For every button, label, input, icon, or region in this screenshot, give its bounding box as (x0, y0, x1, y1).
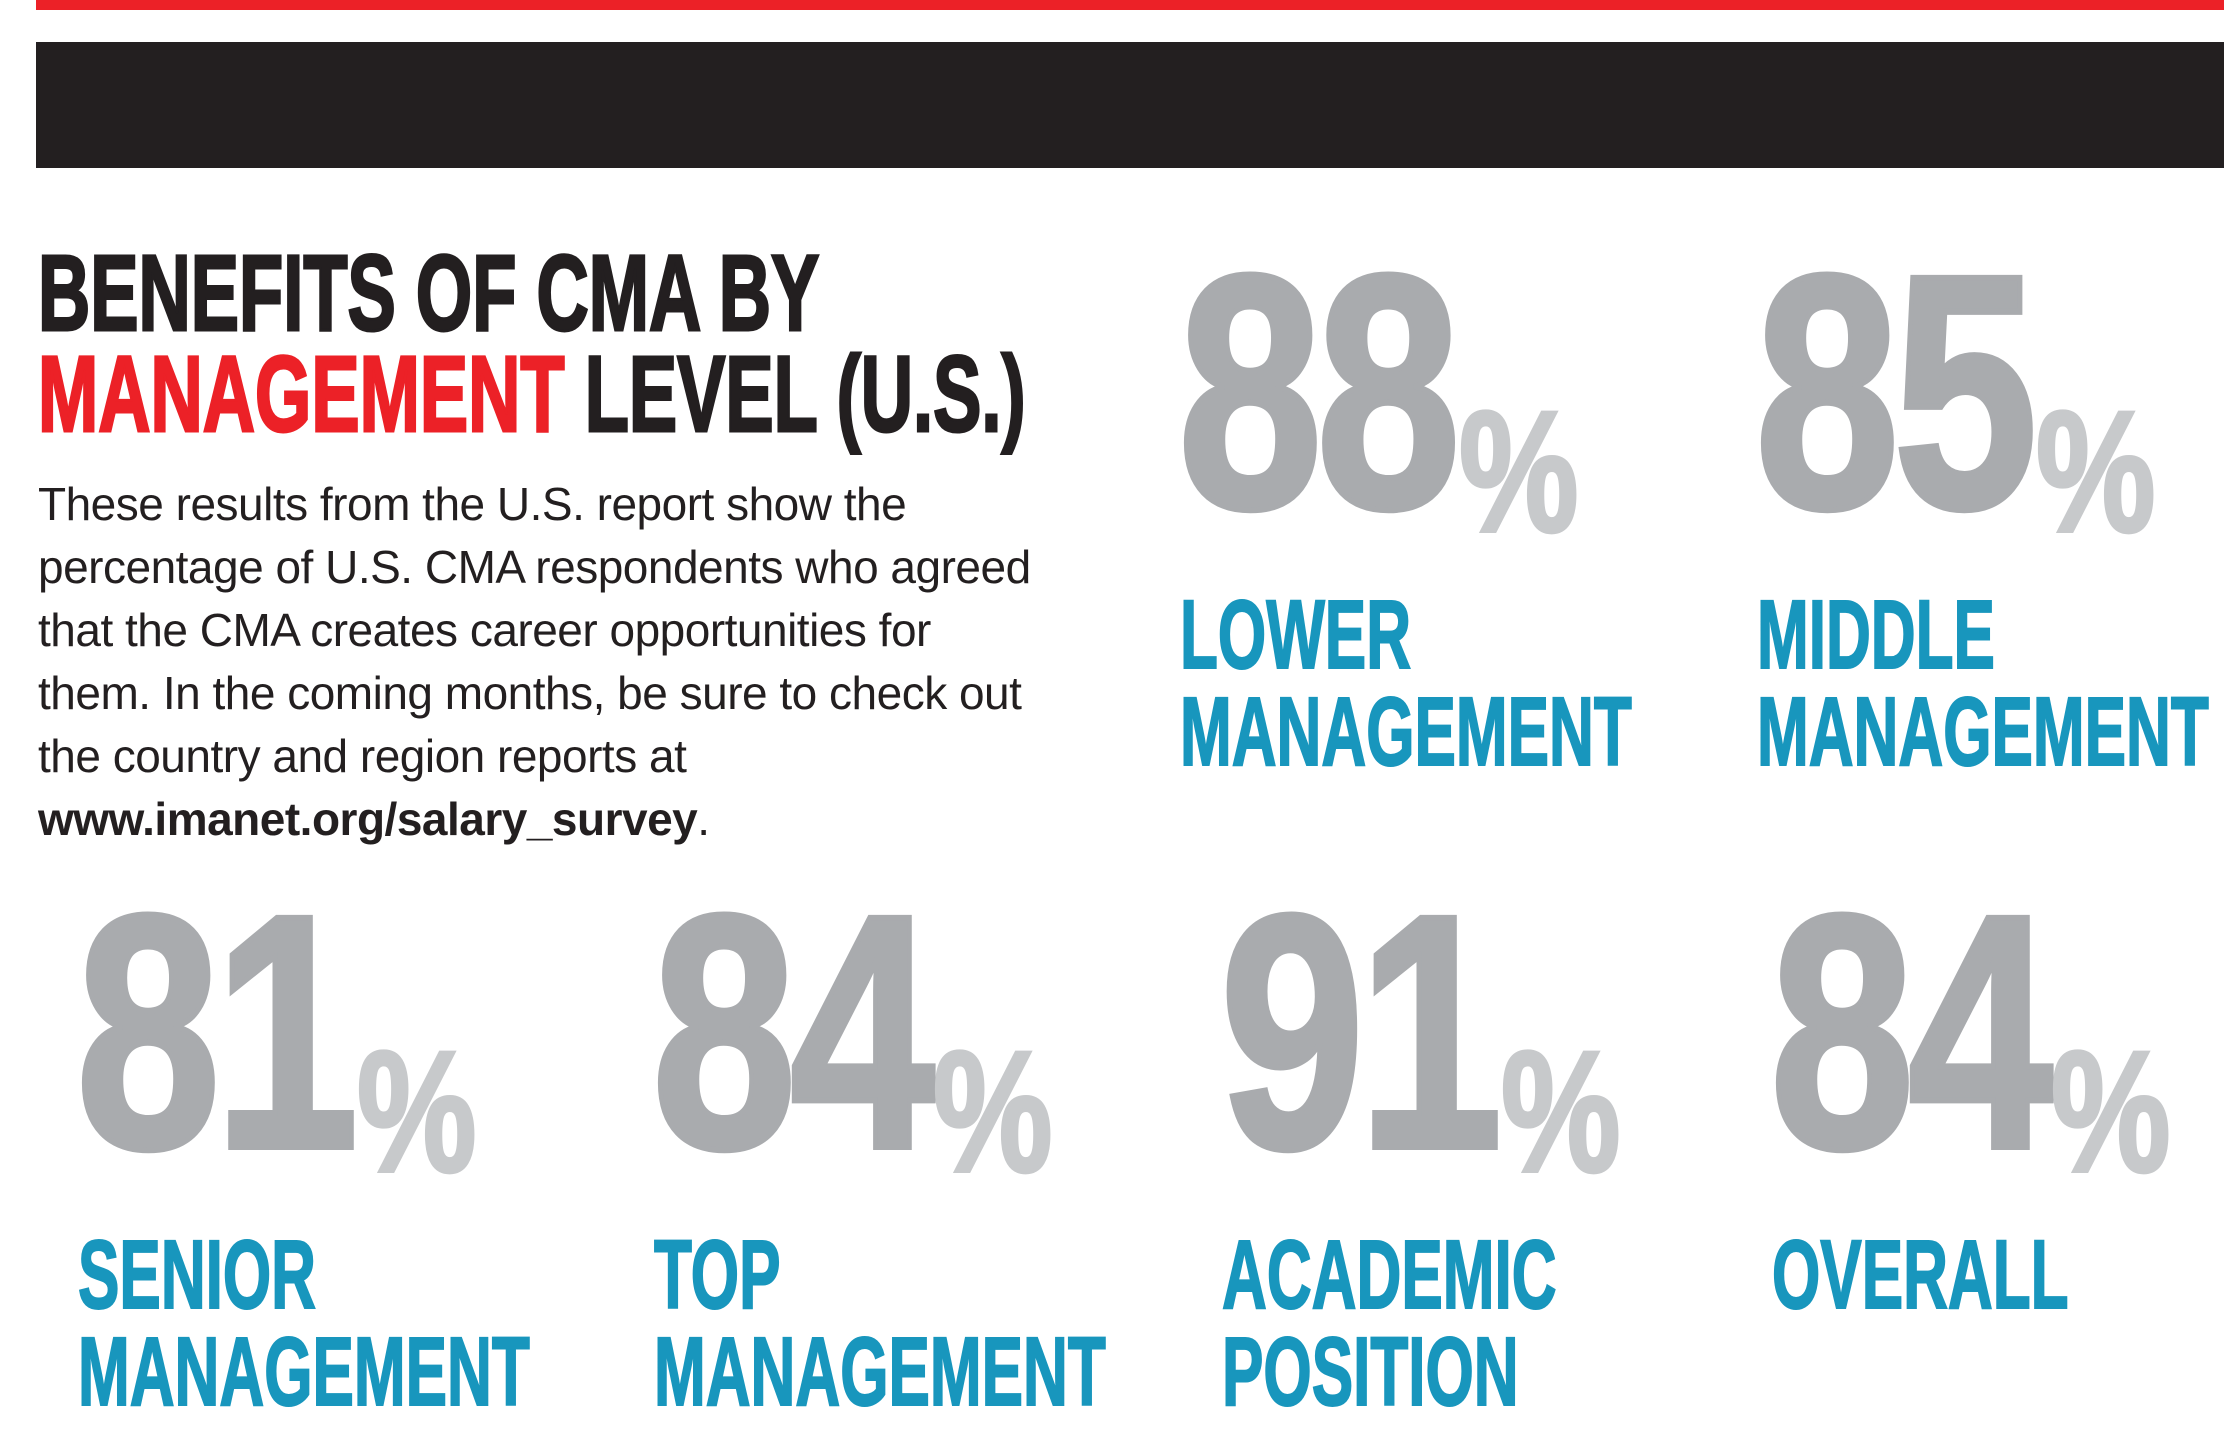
stat-value-digits: 84 (650, 846, 937, 1218)
percent-sign: % (1458, 374, 1580, 570)
stat-label-line1: ACADEMIC (1221, 1220, 1557, 1329)
stat-top-management: 84% TOP MANAGEMENT (650, 863, 1360, 1426)
survey-url-text: www.imanet.org/salary_survey (38, 793, 698, 845)
stat-value-digits: 81 (74, 846, 361, 1218)
percent-sign: % (2035, 374, 2157, 570)
stat-middle-management: 85% MIDDLE MANAGEMENT (1753, 223, 2224, 786)
intro-paragraph: These results from the U.S. report show … (38, 473, 1168, 851)
stat-label-line2: POSITION (1221, 1317, 1519, 1426)
page-title: BENEFITS OF CMA BY MANAGEMENT LEVEL (U.S… (37, 232, 1027, 449)
stat-label-line1: LOWER (1179, 580, 1412, 689)
stat-label: ACADEMIC POSITION (1221, 1220, 1557, 1426)
stat-label-line2: MANAGEMENT (653, 1317, 1106, 1426)
stat-label-line1: MIDDLE (1756, 580, 1995, 689)
stat-label-line1: OVERALL (1771, 1220, 2069, 1329)
stat-number: 84% (650, 863, 1204, 1211)
intro-url-line: www.imanet.org/salary_survey. (38, 788, 1168, 851)
intro-line: them. In the coming months, be sure to c… (38, 667, 1022, 719)
percent-sign: % (356, 1014, 478, 1210)
intro-line: that the CMA creates career opportunitie… (38, 604, 931, 656)
top-red-rule (36, 0, 2224, 10)
url-suffix-period: . (697, 793, 710, 845)
page-title-line2-rest: LEVEL (U.S.) (564, 333, 1027, 454)
stat-label-line2: MANAGEMENT (1756, 677, 2209, 786)
stat-value-digits: 85 (1753, 206, 2040, 578)
stat-label-line2: MANAGEMENT (77, 1317, 530, 1426)
percent-sign: % (1500, 1014, 1622, 1210)
stat-label: MIDDLE MANAGEMENT (1756, 580, 2209, 786)
stat-overall: 84% OVERALL (1768, 863, 2224, 1329)
stat-number: 84% (1768, 863, 2172, 1211)
stat-senior-management: 81% SENIOR MANAGEMENT (74, 863, 784, 1426)
intro-line: These results from the U.S. report show … (38, 478, 907, 530)
stat-number: 88% (1176, 223, 1730, 571)
stat-value-digits: 91 (1218, 846, 1505, 1218)
stat-label-line2: MANAGEMENT (1179, 677, 1632, 786)
stat-lower-management: 88% LOWER MANAGEMENT (1176, 223, 1886, 786)
stat-number: 85% (1753, 223, 2224, 571)
stat-label: LOWER MANAGEMENT (1179, 580, 1632, 786)
stat-number: 81% (74, 863, 628, 1211)
page-title-highlight: MANAGEMENT (37, 333, 566, 454)
stat-label: OVERALL (1771, 1220, 2099, 1329)
intro-line: percentage of U.S. CMA respondents who a… (38, 541, 1031, 593)
stat-label-line1: TOP (653, 1220, 781, 1329)
percent-sign: % (932, 1014, 1054, 1210)
percent-sign: % (2050, 1014, 2172, 1210)
header-black-band (36, 42, 2224, 168)
stat-value-digits: 84 (1768, 846, 2055, 1218)
stat-label: TOP MANAGEMENT (653, 1220, 1106, 1426)
stat-label-line1: SENIOR (77, 1220, 317, 1329)
stat-academic-position: 91% ACADEMIC POSITION (1218, 863, 1745, 1426)
page-title-line1: BENEFITS OF CMA BY (37, 232, 820, 353)
stat-label: SENIOR MANAGEMENT (77, 1220, 530, 1426)
intro-line: the country and region reports at (38, 730, 687, 782)
page-title-line2: MANAGEMENT LEVEL (U.S.) (37, 338, 1027, 449)
stat-value-digits: 88 (1176, 206, 1463, 578)
stat-number: 91% (1218, 863, 1629, 1211)
